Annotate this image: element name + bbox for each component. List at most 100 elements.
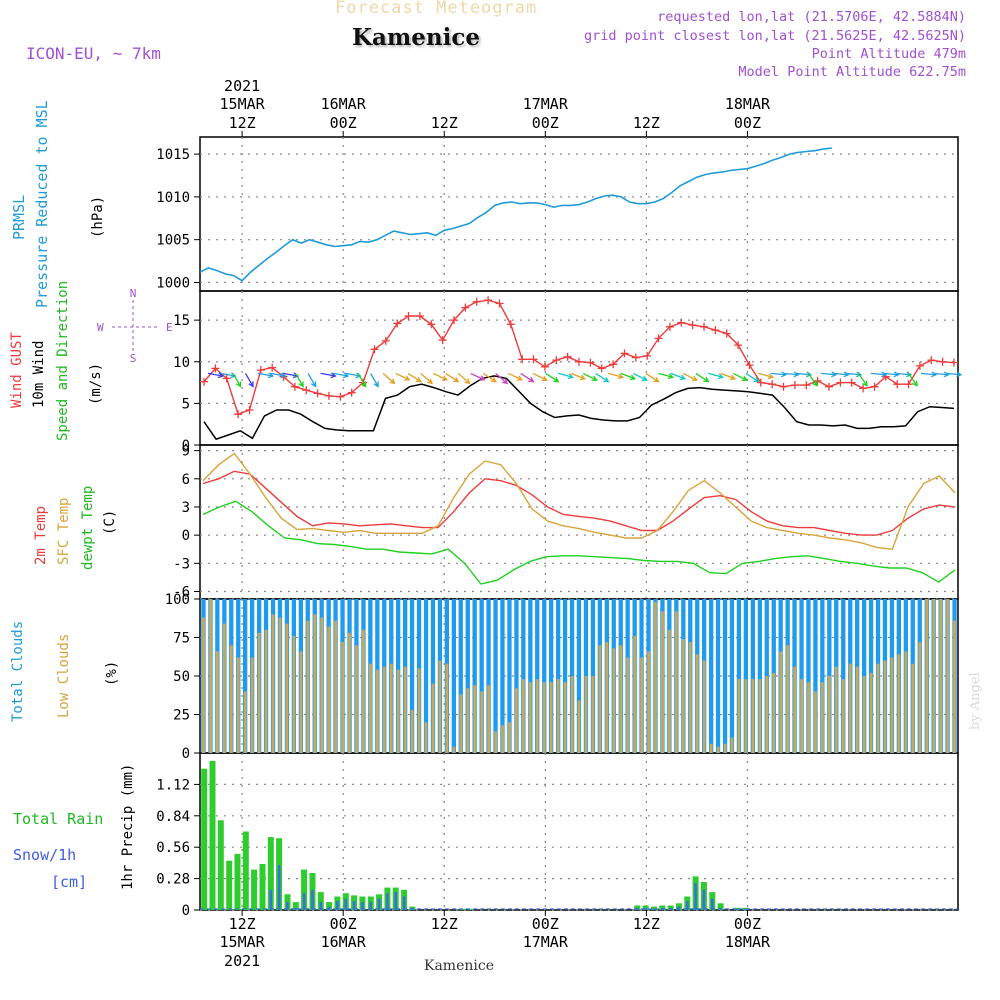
x-tick-label-bottom: 00Z — [532, 915, 559, 933]
wind-direction-arrowhead — [912, 380, 918, 387]
wind-direction-arrowhead — [812, 380, 818, 387]
low-cloud-bar — [257, 632, 261, 753]
low-cloud-bar — [285, 623, 289, 753]
compass-w: W — [97, 321, 104, 334]
low-cloud-bar — [528, 682, 532, 753]
low-cloud-bar — [681, 639, 685, 753]
low-cloud-bar — [570, 676, 574, 753]
wind-gust-point — [700, 322, 708, 331]
wind-direction-arrow — [294, 373, 304, 387]
low-cloud-bar — [911, 663, 915, 753]
wind-gust-point — [643, 351, 652, 360]
wind-direction-arrowhead — [703, 376, 710, 383]
wind-gust-point — [631, 353, 640, 362]
low-cloud-bar — [612, 648, 616, 753]
wind-gust-point — [825, 382, 833, 391]
wind-direction-arrow — [608, 372, 623, 378]
wind-gust-point — [222, 374, 231, 383]
y-tick-label: 0.28 — [156, 872, 190, 888]
low-cloud-bar — [209, 599, 212, 753]
wind-gust-point — [802, 381, 811, 390]
wind-direction-arrow — [558, 372, 573, 378]
low-cloud-bar — [250, 657, 254, 753]
low-cloud-bar — [772, 672, 776, 753]
wind-direction-arrow — [407, 372, 422, 383]
low-cloud-bar — [348, 632, 351, 753]
low-cloud-bar — [814, 691, 817, 753]
snow-bar — [386, 893, 389, 910]
wind-direction-arrowhead — [753, 376, 760, 383]
low-cloud-bar — [508, 722, 511, 753]
snow-bar — [686, 901, 689, 910]
y-tick-label: 1000 — [156, 275, 190, 291]
wind-direction-arrowhead — [641, 375, 648, 382]
wind-direction-arrow — [945, 372, 961, 376]
total-cloud-bar — [521, 599, 526, 753]
rain-bar — [717, 903, 724, 910]
total-cloud-bar — [562, 599, 568, 753]
low-cloud-bar — [223, 623, 226, 753]
wind-direction-arrowhead — [426, 378, 434, 385]
wind-gust-point — [859, 384, 868, 393]
wind-gust-point — [790, 381, 799, 390]
low-cloud-bar — [737, 679, 741, 753]
wind-direction-arrowhead — [780, 371, 788, 378]
wind-direction-arrowhead — [653, 376, 660, 383]
wind-gust-point — [847, 378, 856, 387]
wind-direction-arrowhead — [360, 381, 367, 388]
y-tick-label: 10 — [173, 355, 190, 371]
wind-gust-point — [370, 345, 379, 354]
wind-direction-arrow — [770, 372, 786, 376]
wind-direction-arrow — [207, 372, 223, 377]
y-tick-label: -6 — [173, 584, 190, 600]
snow-bar — [352, 901, 356, 910]
total-cloud-bar — [722, 599, 728, 753]
total-cloud-bar — [757, 599, 762, 753]
wind-gust-point — [552, 356, 561, 365]
snow-bar — [644, 907, 647, 910]
wind-gust-point — [756, 378, 765, 387]
wind-gust-point — [256, 366, 265, 375]
wind-direction-arrow — [470, 372, 485, 381]
low-cloud-bar — [939, 599, 942, 753]
low-cloud-bar — [243, 691, 247, 753]
low-cloud-bar — [459, 694, 463, 753]
low-cloud-bar — [216, 651, 219, 753]
low-cloud-bar — [501, 725, 504, 753]
wind-gust-point — [950, 358, 958, 367]
low-cloud-bar — [744, 679, 748, 753]
low-cloud-bar — [424, 722, 428, 753]
y-tick-label: 0.56 — [156, 840, 190, 856]
low-cloud-bar — [654, 602, 657, 753]
year-label-bottom: 2021 — [224, 952, 260, 970]
wind-gust-point — [768, 380, 777, 389]
low-cloud-bar — [758, 679, 762, 753]
rain-bar — [642, 905, 649, 910]
wind-direction-arrowhead — [464, 378, 471, 385]
low-cloud-bar — [494, 731, 497, 753]
wind-direction-arrowhead — [404, 375, 411, 381]
low-cloud-bar — [800, 679, 803, 753]
wind-direction-arrow — [395, 372, 410, 381]
y-tick-label: 9 — [182, 444, 190, 460]
wind-gust-point — [347, 388, 356, 397]
x-date-label-top: 16MAR — [321, 95, 367, 113]
wind-direction-arrow — [520, 372, 534, 383]
wind-direction-arrow — [857, 373, 868, 387]
total-cloud-bar — [528, 599, 533, 753]
compass-icon: N S W E — [97, 287, 173, 365]
low-cloud-bar — [786, 645, 789, 753]
wind-direction-arrow — [345, 372, 361, 377]
snow-bar — [394, 892, 397, 910]
snow-bar — [711, 898, 714, 910]
total-cloud-bar — [542, 599, 547, 753]
low-cloud-bar — [904, 651, 908, 753]
wind-direction-arrowhead — [767, 373, 775, 380]
wind-direction-arrowhead — [931, 371, 938, 378]
rain-bar — [659, 905, 666, 910]
low-cloud-bar — [334, 620, 337, 753]
wind-direction-arrow — [920, 372, 936, 376]
total-cloud-bar — [493, 599, 498, 753]
low-cloud-bar — [515, 688, 518, 753]
wind-direction-arrowhead — [729, 374, 737, 381]
